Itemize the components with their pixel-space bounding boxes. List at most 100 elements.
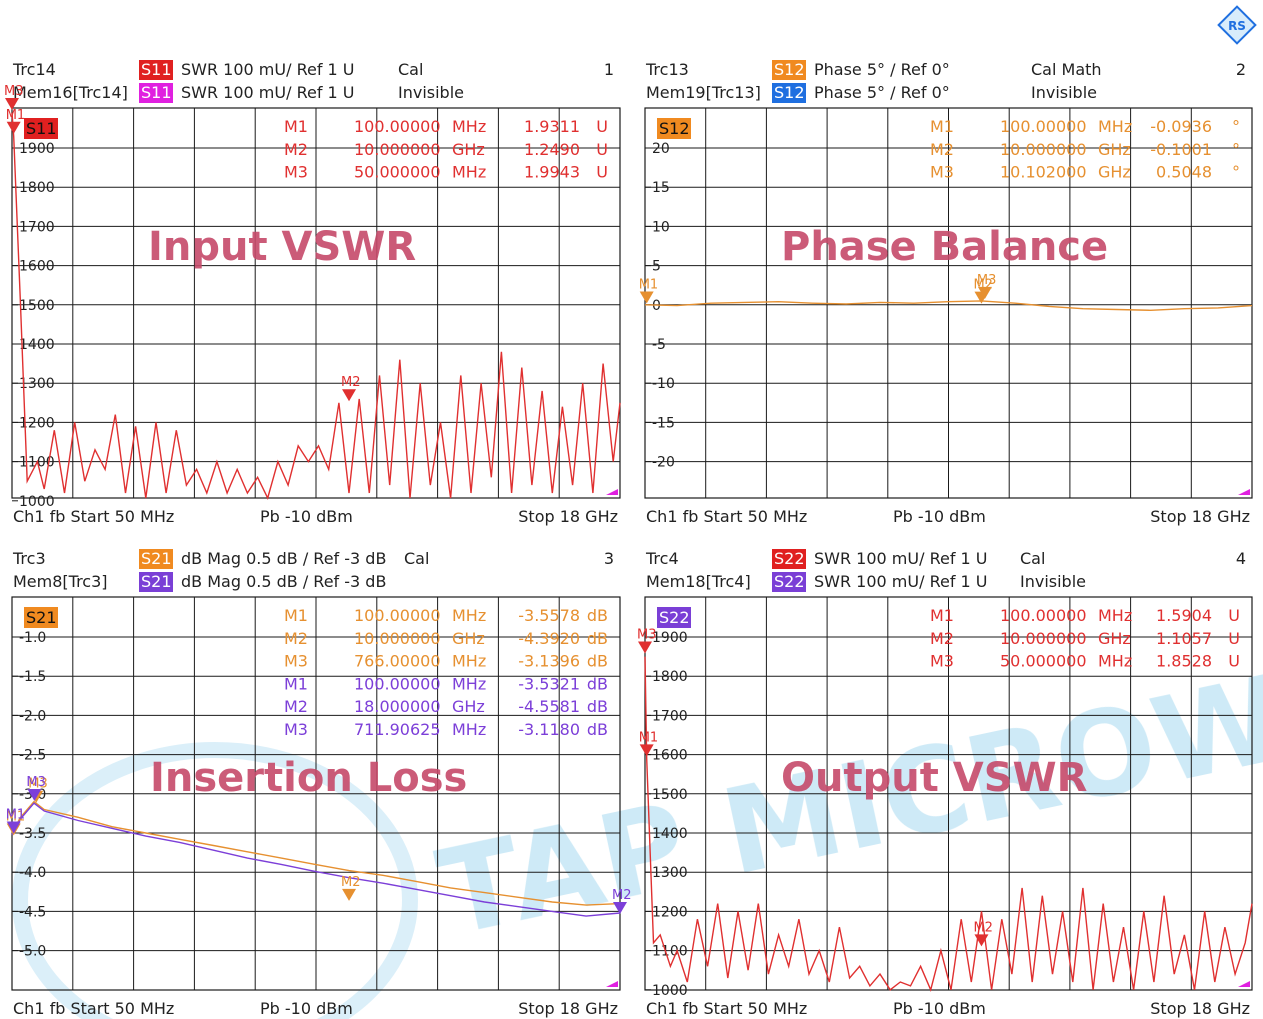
marker-stimulus: 10.000000 bbox=[354, 629, 441, 648]
marker-readout: 0.5048 bbox=[1156, 163, 1212, 182]
marker-triangle[interactable] bbox=[613, 901, 627, 914]
footer-start[interactable]: Ch1 fb Start 50 MHz bbox=[646, 999, 807, 1018]
marker-name[interactable]: M2 bbox=[930, 140, 954, 159]
marker-name[interactable]: M3 bbox=[284, 720, 308, 739]
panel-1[interactable]: Trc14 Mem16[Trc14] S11 S11 SWR 100 mU/ Ref 1… bbox=[4, 60, 621, 526]
marker-triangle[interactable] bbox=[639, 744, 654, 757]
marker-name[interactable]: M1 bbox=[284, 117, 308, 136]
marker-unit: GHz bbox=[1098, 163, 1131, 182]
marker-name[interactable]: M3 bbox=[284, 163, 308, 182]
marker-triangle[interactable] bbox=[974, 934, 989, 947]
panel-3[interactable]: Trc3 Mem8[Trc3] S21 S21 dB Mag 0.5 dB / Ref … bbox=[6, 549, 632, 1018]
watermark-ring bbox=[12, 742, 418, 1019]
memory-label[interactable]: Mem8[Trc3] bbox=[13, 572, 108, 591]
memory-label[interactable]: Mem16[Trc14] bbox=[13, 83, 128, 102]
marker-readout-unit: U bbox=[1228, 629, 1240, 648]
trace-label[interactable]: Trc14 bbox=[12, 60, 56, 79]
plot-param-badge[interactable] bbox=[24, 118, 58, 139]
plot-param-label: S22 bbox=[659, 608, 690, 627]
marker-table: M1 100.00000 MHz -0.0936 ° M2 10.000000 GHz -0.1… bbox=[930, 117, 1240, 182]
marker-readout: -3.5578 bbox=[518, 606, 580, 625]
logo-diamond bbox=[1217, 5, 1257, 45]
param-badge[interactable] bbox=[139, 60, 173, 80]
footer-start[interactable]: Ch1 fb Start 50 MHz bbox=[13, 507, 174, 526]
marker-unit: MHz bbox=[452, 606, 486, 625]
footer-start[interactable]: Ch1 fb Start 50 MHz bbox=[646, 507, 807, 526]
y-tick-label: 0 bbox=[652, 298, 661, 314]
param-mem-badge[interactable] bbox=[139, 83, 173, 103]
marker-name[interactable]: M1 bbox=[284, 606, 308, 625]
format-label[interactable]: SWR 100 mU/ Ref 1 U bbox=[814, 549, 988, 568]
param-badge[interactable] bbox=[139, 549, 173, 569]
param-mem-badge[interactable] bbox=[772, 83, 806, 103]
trace-label[interactable]: Trc13 bbox=[645, 60, 689, 79]
chart-title: Insertion Loss bbox=[150, 755, 467, 801]
marker-tag: M2 bbox=[341, 875, 361, 890]
marker-name[interactable]: M2 bbox=[284, 140, 308, 159]
trace-label[interactable]: Trc3 bbox=[12, 549, 46, 568]
footer-stop[interactable]: Stop 18 GHz bbox=[518, 507, 618, 526]
memory-label[interactable]: Mem19[Trc13] bbox=[646, 83, 761, 102]
marker-name[interactable]: M2 bbox=[284, 697, 308, 716]
marker-readout: 1.5904 bbox=[1156, 606, 1212, 625]
marker-triangle[interactable] bbox=[977, 286, 992, 299]
trace-line-s21[interactable] bbox=[11, 802, 621, 917]
marker-stimulus: 10.102000 bbox=[1000, 163, 1087, 182]
footer-power[interactable]: Pb -10 dBm bbox=[260, 999, 353, 1018]
footer-power[interactable]: Pb -10 dBm bbox=[260, 507, 353, 526]
marker-unit: MHz bbox=[452, 652, 486, 671]
trace-line-s11[interactable] bbox=[11, 112, 621, 500]
trace-line-s21[interactable] bbox=[11, 800, 621, 906]
trace-line-s22[interactable] bbox=[644, 656, 1253, 992]
ref-arrow[interactable] bbox=[606, 981, 618, 987]
format-mem-label[interactable]: Phase 5° / Ref 0° bbox=[814, 83, 950, 102]
marker-triangle[interactable] bbox=[5, 98, 19, 110]
panel-2[interactable]: Trc13 Mem19[Trc13] S12 S12 Phase 5° / Ref 0°… bbox=[639, 60, 1253, 526]
footer-power[interactable]: Pb -10 dBm bbox=[893, 999, 986, 1018]
marker-triangle[interactable] bbox=[6, 121, 21, 134]
param-mem-badge[interactable] bbox=[772, 572, 806, 592]
plot-param-badge[interactable] bbox=[657, 607, 691, 628]
format-mem-label[interactable]: dB Mag 0.5 dB / Ref -3 dB bbox=[181, 572, 386, 591]
trace-line-s12[interactable] bbox=[644, 300, 1253, 312]
footer-stop[interactable]: Stop 18 GHz bbox=[518, 999, 618, 1018]
marker-name[interactable]: M3 bbox=[930, 652, 954, 671]
marker-name[interactable]: M1 bbox=[930, 117, 954, 136]
marker-triangle[interactable] bbox=[342, 389, 357, 402]
plot-param-badge[interactable] bbox=[657, 118, 691, 139]
panel-4[interactable]: Trc4 Mem18[Trc4] S22 S22 SWR 100 mU/ Ref 1 U… bbox=[637, 549, 1253, 1018]
y-tick-label: -15 bbox=[652, 415, 675, 431]
format-label[interactable]: dB Mag 0.5 dB / Ref -3 dB bbox=[181, 549, 386, 568]
marker-name[interactable]: M3 bbox=[284, 652, 308, 671]
plot-param-badge[interactable] bbox=[24, 607, 58, 628]
ref-arrow[interactable] bbox=[606, 489, 618, 495]
footer-stop[interactable]: Stop 18 GHz bbox=[1150, 507, 1250, 526]
memory-label[interactable]: Mem18[Trc4] bbox=[646, 572, 751, 591]
param-badge[interactable] bbox=[772, 549, 806, 569]
format-label[interactable]: Phase 5° / Ref 0° bbox=[814, 60, 950, 79]
marker-triangle[interactable] bbox=[27, 789, 42, 802]
marker-triangle[interactable] bbox=[639, 291, 654, 304]
footer-stop[interactable]: Stop 18 GHz bbox=[1150, 999, 1250, 1018]
footer-start[interactable]: Ch1 fb Start 50 MHz bbox=[13, 999, 174, 1018]
marker-name[interactable]: M1 bbox=[284, 674, 308, 693]
marker-triangle[interactable] bbox=[6, 821, 21, 834]
ref-arrow[interactable] bbox=[1238, 489, 1250, 495]
ref-arrow[interactable] bbox=[1238, 981, 1250, 987]
marker-name[interactable]: M1 bbox=[930, 606, 954, 625]
marker-readout-unit: U bbox=[596, 163, 608, 182]
marker-name[interactable]: M3 bbox=[930, 163, 954, 182]
marker-name[interactable]: M2 bbox=[930, 629, 954, 648]
marker-triangle[interactable] bbox=[342, 888, 357, 901]
marker-name[interactable]: M2 bbox=[284, 629, 308, 648]
footer-power[interactable]: Pb -10 dBm bbox=[893, 507, 986, 526]
trace-label[interactable]: Trc4 bbox=[645, 549, 679, 568]
marker-triangle[interactable] bbox=[638, 641, 652, 654]
format-mem-label[interactable]: SWR 100 mU/ Ref 1 U bbox=[814, 572, 988, 591]
marker-readout-unit: U bbox=[1228, 652, 1240, 671]
panel-number: 1 bbox=[604, 60, 614, 79]
param-badge[interactable] bbox=[772, 60, 806, 80]
format-label[interactable]: SWR 100 mU/ Ref 1 U bbox=[181, 60, 355, 79]
format-mem-label[interactable]: SWR 100 mU/ Ref 1 U bbox=[181, 83, 355, 102]
param-mem-badge[interactable] bbox=[139, 572, 173, 592]
